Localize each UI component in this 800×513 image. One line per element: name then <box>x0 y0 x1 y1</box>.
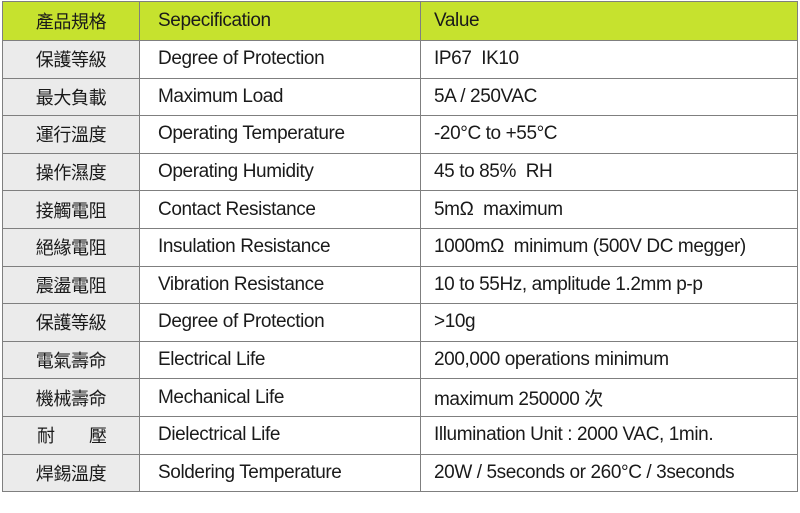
table-row: 焊錫溫度 Soldering Temperature 20W / 5second… <box>2 453 798 493</box>
row-label-zh: 最大負載 <box>2 77 140 117</box>
header-specification: Sepecification <box>139 1 421 41</box>
table-row: 電氣壽命 Electrical Life 200,000 operations … <box>2 340 798 380</box>
row-value: IP67 IK10 <box>420 40 798 79</box>
row-label-en: Mechanical Life <box>139 378 421 417</box>
table-row: 絕緣電阻 Insulation Resistance 1000mΩ minimu… <box>2 227 798 267</box>
table-row: 接觸電阻 Contact Resistance 5mΩ maximum <box>2 190 798 229</box>
table-row: 保護等級 Degree of Protection >10g <box>2 303 798 342</box>
header-value: Value <box>420 1 798 41</box>
table-row: 耐壓 Dielectrical Life Illumination Unit :… <box>2 415 798 455</box>
row-value: 5A / 250VAC <box>420 77 798 117</box>
table-row: 震盪電阻 Vibration Resistance 10 to 55Hz, am… <box>2 265 798 305</box>
row-label-zh: 耐壓 <box>2 415 140 455</box>
row-value: Illumination Unit : 2000 VAC, 1min. <box>420 415 798 455</box>
table-row: 操作濕度 Operating Humidity 45 to 85% RH <box>2 152 798 192</box>
row-label-en: Insulation Resistance <box>139 227 421 267</box>
row-label-zh: 焊錫溫度 <box>2 453 140 493</box>
row-label-en: Operating Temperature <box>139 115 421 154</box>
row-label-zh: 絕緣電阻 <box>2 227 140 267</box>
table-row: 最大負載 Maximum Load 5A / 250VAC <box>2 77 798 117</box>
row-value: 200,000 operations minimum <box>420 340 798 380</box>
row-label-zh: 操作濕度 <box>2 152 140 192</box>
row-label-en: Contact Resistance <box>139 190 421 229</box>
table-row: 機械壽命 Mechanical Life maximum 250000 次 <box>2 378 798 417</box>
row-label-zh: 保護等級 <box>2 303 140 342</box>
table-row: 運行溫度 Operating Temperature -20°C to +55°… <box>2 115 798 154</box>
row-value: >10g <box>420 303 798 342</box>
row-value: maximum 250000 次 <box>420 378 798 417</box>
row-value: 5mΩ maximum <box>420 190 798 229</box>
row-label-en: Degree of Protection <box>139 40 421 79</box>
row-label-en: Operating Humidity <box>139 152 421 192</box>
row-label-zh: 震盪電阻 <box>2 265 140 305</box>
row-label-zh: 接觸電阻 <box>2 190 140 229</box>
specification-table: 產品規格 Sepecification Value 保護等級 Degree of… <box>2 1 798 493</box>
row-label-en: Vibration Resistance <box>139 265 421 305</box>
table-header-row: 產品規格 Sepecification Value <box>2 1 798 41</box>
row-value: 45 to 85% RH <box>420 152 798 192</box>
row-label-zh: 運行溫度 <box>2 115 140 154</box>
row-value: 10 to 55Hz, amplitude 1.2mm p-p <box>420 265 798 305</box>
table-row: 保護等級 Degree of Protection IP67 IK10 <box>2 40 798 79</box>
row-label-en: Dielectrical Life <box>139 415 421 455</box>
row-label-zh: 保護等級 <box>2 40 140 79</box>
header-zh: 產品規格 <box>2 1 140 41</box>
row-label-en: Electrical Life <box>139 340 421 380</box>
row-value: 20W / 5seconds or 260°C / 3seconds <box>420 453 798 493</box>
row-label-zh: 機械壽命 <box>2 378 140 417</box>
row-label-en: Degree of Protection <box>139 303 421 342</box>
row-value: 1000mΩ minimum (500V DC megger) <box>420 227 798 267</box>
row-value: -20°C to +55°C <box>420 115 798 154</box>
row-label-en: Soldering Temperature <box>139 453 421 493</box>
row-label-zh: 電氣壽命 <box>2 340 140 380</box>
row-label-en: Maximum Load <box>139 77 421 117</box>
